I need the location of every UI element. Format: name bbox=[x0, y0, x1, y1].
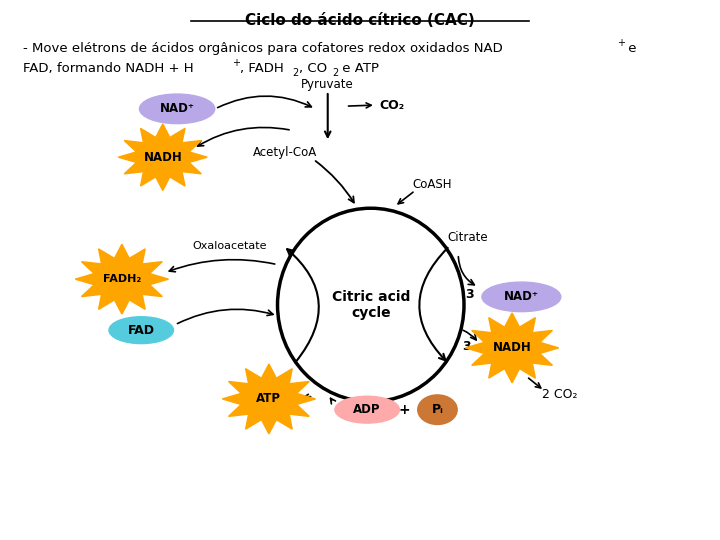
Text: FAD: FAD bbox=[127, 323, 155, 336]
Ellipse shape bbox=[109, 317, 174, 343]
Text: CO₂: CO₂ bbox=[379, 99, 405, 112]
Text: ADP: ADP bbox=[354, 403, 381, 416]
Text: Pyruvate: Pyruvate bbox=[302, 78, 354, 91]
Text: Ciclo do ácido cítrico (CAC): Ciclo do ácido cítrico (CAC) bbox=[245, 13, 475, 28]
Text: Acetyl-CoA: Acetyl-CoA bbox=[253, 146, 317, 159]
Text: e ATP: e ATP bbox=[338, 62, 379, 75]
Ellipse shape bbox=[140, 94, 215, 124]
Ellipse shape bbox=[482, 282, 561, 312]
Ellipse shape bbox=[418, 395, 457, 424]
Ellipse shape bbox=[335, 396, 400, 423]
Text: NADH: NADH bbox=[143, 151, 182, 164]
Text: - Move elétrons de ácidos orgânicos para cofatores redox oxidados NAD: - Move elétrons de ácidos orgânicos para… bbox=[23, 42, 503, 55]
Text: Oxaloacetate: Oxaloacetate bbox=[192, 241, 266, 251]
Polygon shape bbox=[222, 364, 315, 434]
Text: Pᵢ: Pᵢ bbox=[431, 403, 444, 416]
Text: ATP: ATP bbox=[256, 393, 282, 406]
Text: 3: 3 bbox=[464, 288, 473, 301]
Text: , FADH: , FADH bbox=[240, 62, 283, 75]
Text: FADH₂: FADH₂ bbox=[103, 274, 141, 284]
Text: +: + bbox=[233, 58, 240, 68]
Text: Citric acid
cycle: Citric acid cycle bbox=[332, 290, 410, 320]
Text: 2 CO₂: 2 CO₂ bbox=[541, 388, 577, 401]
Text: 3: 3 bbox=[462, 340, 470, 353]
Text: FAD, formando NADH + H: FAD, formando NADH + H bbox=[23, 62, 194, 75]
Text: NADH: NADH bbox=[492, 341, 531, 354]
Text: NAD⁺: NAD⁺ bbox=[504, 291, 539, 303]
Text: +: + bbox=[399, 403, 410, 417]
Text: NAD⁺: NAD⁺ bbox=[160, 103, 194, 116]
Polygon shape bbox=[76, 244, 168, 314]
Text: +: + bbox=[617, 38, 625, 48]
Polygon shape bbox=[465, 313, 559, 383]
Text: Citrate: Citrate bbox=[447, 231, 488, 244]
Text: e: e bbox=[624, 42, 636, 55]
Text: , CO: , CO bbox=[299, 62, 327, 75]
Text: 2: 2 bbox=[292, 69, 299, 78]
Polygon shape bbox=[118, 124, 207, 191]
Text: CoASH: CoASH bbox=[412, 178, 451, 191]
Text: 2: 2 bbox=[333, 69, 339, 78]
